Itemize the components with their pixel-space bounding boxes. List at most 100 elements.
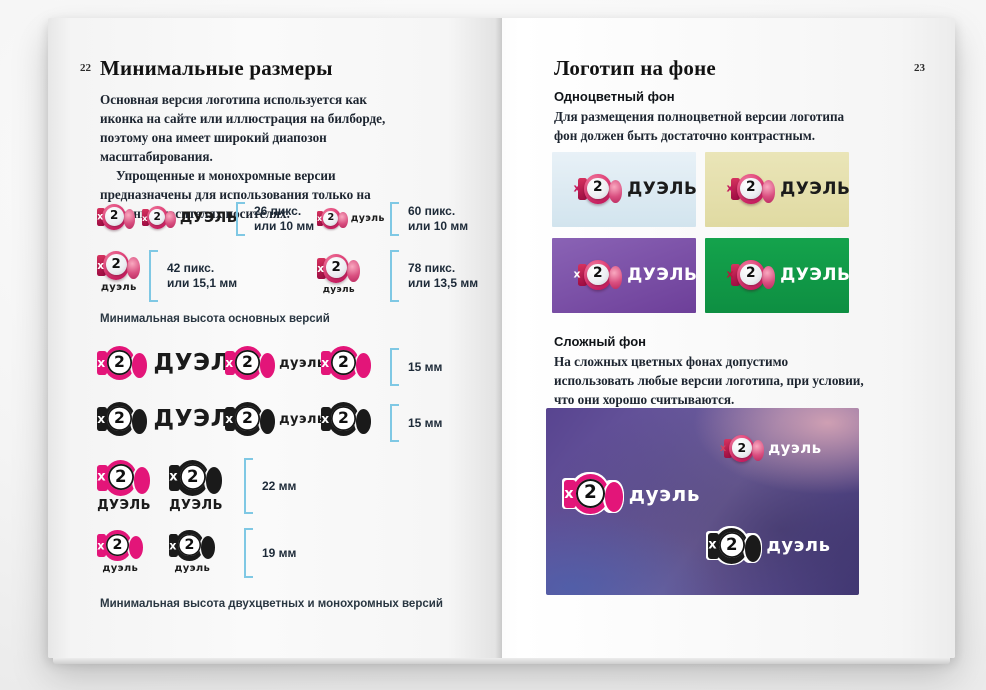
glove-number-badge: 2: [148, 208, 166, 226]
glove-number-badge: 2: [104, 207, 124, 226]
page-left-minimum-sizes: 22 Минимальные размеры Основная версия л…: [48, 18, 502, 658]
page-title: Логотип на фоне: [554, 56, 716, 80]
logo-x-mark: x: [97, 411, 106, 426]
logo-full-color-stacked: 2 x дуэль: [97, 251, 141, 293]
logo-x-mark: x: [169, 538, 177, 552]
glove-cuff: [321, 350, 332, 376]
glove-cuff: [169, 465, 180, 491]
logo-full-color-horizontal: 2 x ДУЭЛЬ: [726, 260, 851, 290]
glove-thumb: [608, 266, 623, 289]
logo-wordmark: ДУЭЛЬ: [153, 349, 249, 376]
glove-number-badge: 2: [107, 406, 132, 431]
glove-thumb: [761, 266, 776, 289]
glove-cuff: [97, 406, 108, 432]
dimension-label: 15 мм: [408, 415, 443, 430]
logo-x-mark: x: [317, 213, 323, 223]
logo-wordmark: ДУЭЛЬ: [627, 264, 698, 285]
page-right-logo-on-background: Логотип на фоне 23 Одноцветный фон Для р…: [502, 18, 955, 658]
glove-thumb: [131, 408, 148, 435]
logo-wordmark: дуэль: [350, 212, 385, 224]
glove-number-badge: 2: [106, 533, 129, 557]
glove-number-badge: 2: [740, 177, 762, 200]
page-title: Минимальные размеры: [100, 56, 333, 80]
glove-number-badge: 2: [235, 406, 260, 431]
logo-x-mark: x: [321, 411, 330, 426]
glove-cuff: [142, 209, 149, 226]
dimension-label: 22 мм: [262, 478, 297, 493]
glove-thumb: [761, 180, 776, 203]
glove-thumb: [205, 467, 223, 495]
logo-x-mark: x: [97, 259, 104, 272]
glove-thumb: [259, 408, 276, 435]
logo-black-keyline: 2 x дуэль: [708, 528, 831, 564]
logo-full-color-compact: 2 x дуэль: [317, 208, 385, 229]
glove-thumb: [126, 256, 140, 279]
logo-x-mark: x: [719, 442, 727, 454]
logo-x-mark: x: [726, 267, 734, 281]
glove-cuff: [321, 406, 332, 432]
dimension-label: 15 мм: [408, 359, 443, 374]
logo-wordmark: ДУЭЛЬ: [153, 405, 249, 432]
glove-thumb: [604, 482, 624, 512]
caption-main-versions: Минимальная высота основных версий: [100, 313, 330, 325]
glove-cuff: [731, 264, 740, 286]
dimension-callout: 15 мм: [390, 404, 442, 442]
glove-number-badge: 2: [235, 350, 260, 375]
glove-cuff: [317, 210, 324, 227]
glove-thumb: [346, 259, 360, 282]
logo-wordmark: ДУЭЛЬ: [97, 498, 151, 513]
logo-x-mark: x: [97, 355, 106, 370]
dimension-label: 42 пикс. или 15,1 мм: [167, 261, 238, 290]
logo-full-color-horizontal: 2 x ДУЭЛЬ: [726, 174, 851, 204]
dimension-bracket: [390, 348, 399, 386]
solid-background-heading: Одноцветный фон: [554, 89, 675, 104]
glove-number-badge: 2: [331, 350, 356, 375]
dimension-callout: 42 пикс. или 15,1 мм: [149, 250, 237, 302]
glove-thumb: [131, 352, 148, 379]
glove-thumb: [355, 352, 372, 379]
logo-black-horizontal: 2 x ДУЭЛЬ: [97, 402, 249, 436]
logo-black-stacked-small: 2 x дуэль: [169, 530, 216, 574]
glove-number-badge: 2: [107, 350, 132, 375]
glove-number-badge: 2: [587, 177, 609, 200]
glove-cuff: [97, 465, 108, 491]
logo-x-mark: x: [97, 538, 105, 552]
glove-number-badge: 2: [178, 533, 201, 557]
logo-wordmark: дуэль: [322, 285, 355, 295]
logo-x-mark: x: [225, 355, 234, 370]
logo-wordmark: ДУЭЛЬ: [780, 264, 851, 285]
glove-cuff: [724, 438, 733, 459]
logo-wordmark: дуэль: [100, 282, 137, 293]
glove-cuff: [578, 178, 587, 200]
logo-full-color-stacked: 2 x дуэль: [317, 254, 361, 295]
complex-background-text: На сложных цветных фонах допустимо испол…: [554, 354, 864, 407]
logo-wordmark: ДУЭЛЬ: [627, 178, 698, 199]
brochure-spread: 22 Минимальные размеры Основная версия л…: [48, 18, 955, 664]
logo-full-color-horizontal: 2 x дуэль: [720, 435, 822, 462]
glove-thumb: [200, 536, 215, 560]
glove-number-badge: 2: [576, 478, 605, 508]
dimension-label: 60 пикс. или 10 мм: [408, 204, 469, 233]
glove-number-badge: 2: [740, 263, 762, 286]
glove-number-badge: 2: [107, 464, 134, 491]
logo-wordmark: ДУЭЛЬ: [780, 178, 851, 199]
glove-cuff: [97, 255, 106, 276]
logo-black-stacked: 2 x ДУЭЛЬ: [169, 460, 223, 512]
complex-background-heading: Сложный фон: [554, 334, 647, 349]
logo-magenta-keyline: 2 x дуэль: [564, 474, 700, 514]
logo-wordmark: дуэль: [279, 355, 326, 371]
glove-cuff: [225, 406, 236, 432]
logo-wordmark: дуэль: [174, 563, 211, 574]
logo-x-mark: x: [564, 485, 574, 502]
